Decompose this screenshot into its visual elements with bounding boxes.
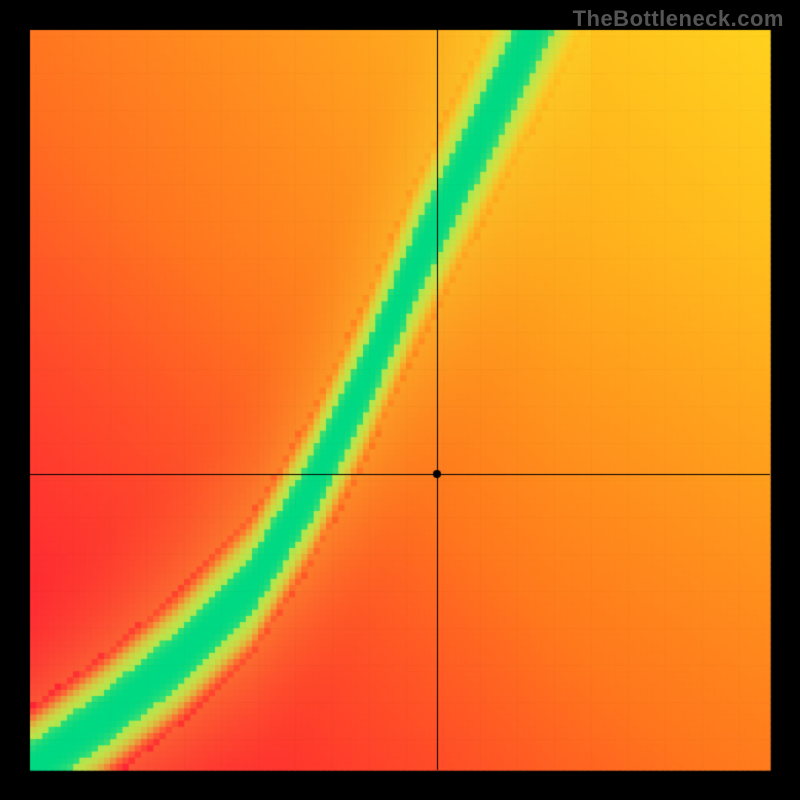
chart-container: TheBottleneck.com xyxy=(0,0,800,800)
heatmap-canvas xyxy=(0,0,800,800)
watermark-text: TheBottleneck.com xyxy=(573,6,784,32)
